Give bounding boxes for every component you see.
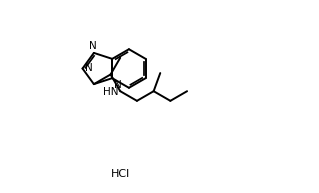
Text: HN: HN	[103, 87, 119, 97]
Text: N: N	[89, 41, 97, 51]
Text: HCl: HCl	[111, 169, 130, 179]
Text: N: N	[114, 80, 122, 90]
Text: N: N	[85, 63, 93, 73]
